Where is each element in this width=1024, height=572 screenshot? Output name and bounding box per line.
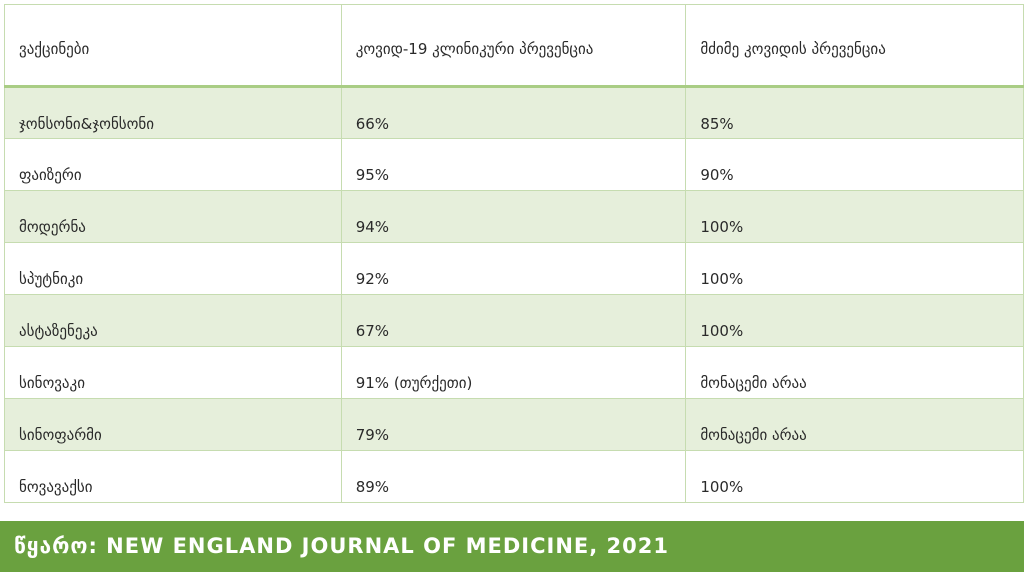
table-row: სინოფარმი 79% მონაცემი არაა	[4, 398, 1024, 451]
vaccine-name: ჯონსონი&ჯონსონი	[4, 86, 342, 139]
vaccine-efficacy-table: ვაქცინები კოვიდ-19 კლინიკური პრევენცია მ…	[4, 4, 1024, 503]
clinical-prevention-value: 91% (თურქეთი)	[340, 346, 687, 399]
header-severe-prevention: მძიმე კოვიდის პრევენცია	[685, 4, 1024, 88]
severe-prevention-value: 85%	[685, 86, 1024, 139]
severe-prevention-value: 100%	[685, 450, 1024, 503]
table-row: მოდერნა 94% 100%	[4, 190, 1024, 243]
table-row: სინოვაკი 91% (თურქეთი) მონაცემი არაა	[4, 346, 1024, 399]
vaccine-name: მოდერნა	[4, 190, 342, 243]
source-footer: წყარო: NEW ENGLAND JOURNAL OF MEDICINE, …	[0, 521, 1024, 572]
table-row: სპუტნიკი 92% 100%	[4, 242, 1024, 295]
severe-prevention-value: მონაცემი არაა	[685, 346, 1024, 399]
vaccine-name: სპუტნიკი	[4, 242, 342, 295]
table-row: ჯონსონი&ჯონსონი 66% 85%	[4, 86, 1024, 139]
table-row: ნოვავაქსი 89% 100%	[4, 450, 1024, 503]
clinical-prevention-value: 95%	[340, 138, 687, 191]
severe-prevention-value: მონაცემი არაა	[685, 398, 1024, 451]
table-row: ასტაზენეკა 67% 100%	[4, 294, 1024, 347]
table-row: ფაიზერი 95% 90%	[4, 138, 1024, 191]
clinical-prevention-value: 89%	[340, 450, 687, 503]
clinical-prevention-value: 67%	[340, 294, 687, 347]
table-header-row: ვაქცინები კოვიდ-19 კლინიკური პრევენცია მ…	[4, 4, 1024, 88]
vaccine-name: ნოვავაქსი	[4, 450, 342, 503]
vaccine-name: სინოფარმი	[4, 398, 342, 451]
header-clinical-prevention: კოვიდ-19 კლინიკური პრევენცია	[340, 4, 687, 88]
vaccine-name: სინოვაკი	[4, 346, 342, 399]
clinical-prevention-value: 92%	[340, 242, 687, 295]
vaccine-name: ფაიზერი	[4, 138, 342, 191]
vaccine-name: ასტაზენეკა	[4, 294, 342, 347]
severe-prevention-value: 90%	[685, 138, 1024, 191]
severe-prevention-value: 100%	[685, 294, 1024, 347]
header-vaccines: ვაქცინები	[4, 4, 342, 88]
severe-prevention-value: 100%	[685, 190, 1024, 243]
severe-prevention-value: 100%	[685, 242, 1024, 295]
clinical-prevention-value: 94%	[340, 190, 687, 243]
clinical-prevention-value: 66%	[340, 86, 687, 139]
clinical-prevention-value: 79%	[340, 398, 687, 451]
